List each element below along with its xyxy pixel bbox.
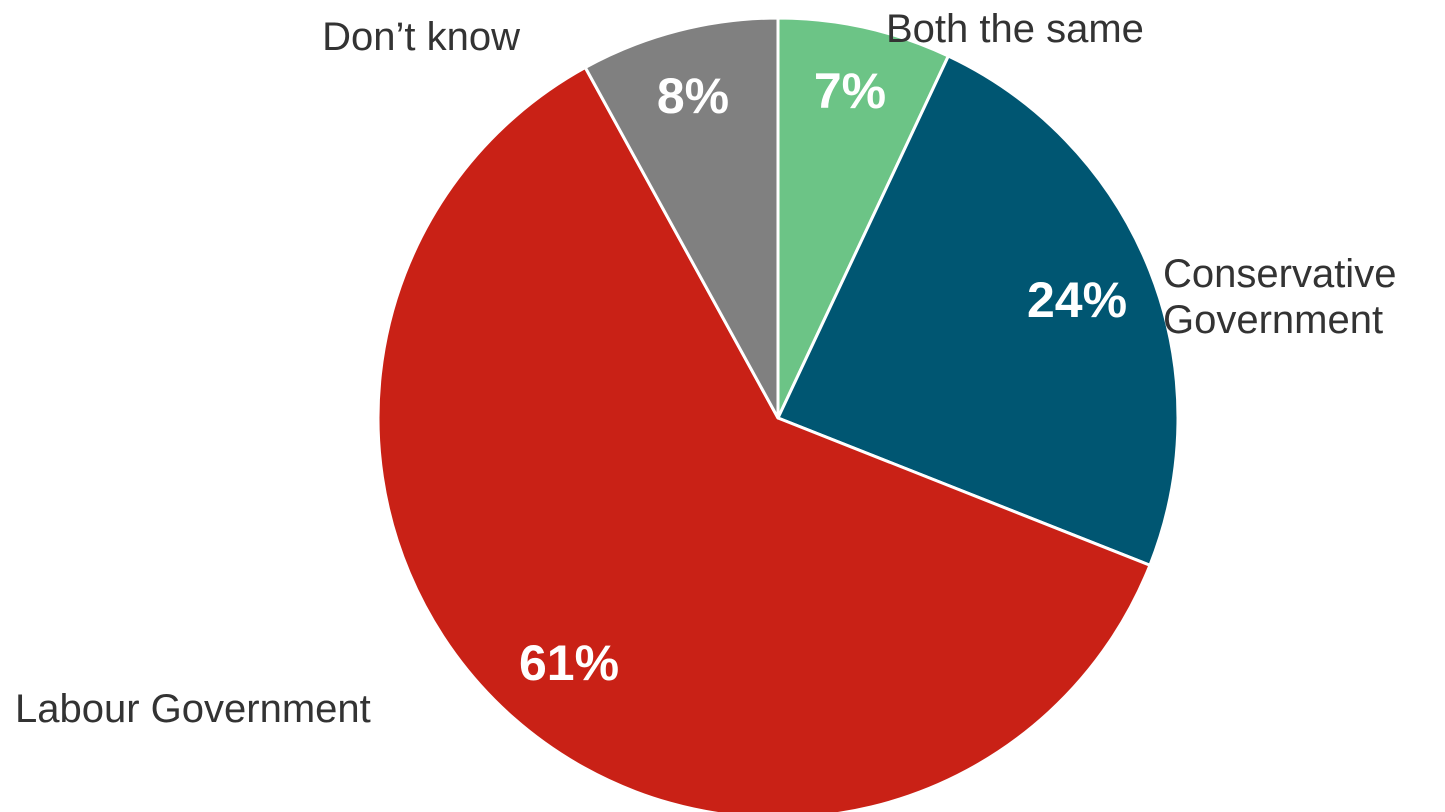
category-label-both-the-same: Both the same (886, 7, 1144, 51)
category-label-dont-know: Don’t know (322, 15, 520, 59)
pie-slice-labour-government (376, 65, 1152, 812)
value-label-both-the-same: 7% (814, 63, 886, 119)
pie-slice-dont-know (583, 16, 780, 420)
value-label-labour-government: 61% (519, 635, 619, 691)
category-label-conservative-line1: Conservative (1163, 252, 1396, 296)
category-label-conservative-line2: Government (1163, 298, 1383, 342)
pie-slice-conservative-government (776, 54, 1180, 567)
value-label-conservative-government: 24% (1027, 272, 1127, 328)
pie-slices (376, 16, 1180, 812)
pie-slice-both-the-same (776, 16, 950, 420)
value-label-dont-know: 8% (657, 68, 729, 124)
category-label-labour-government: Labour Government (15, 687, 371, 731)
